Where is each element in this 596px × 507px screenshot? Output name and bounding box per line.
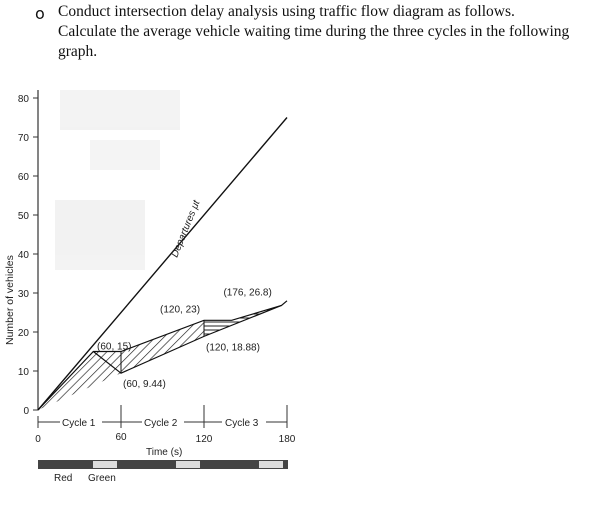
y-ticks: 0 10 20 30 40 50 60 70 80	[18, 94, 38, 417]
y-tick-label: 80	[18, 94, 30, 105]
series-lines	[37, 117, 288, 411]
x-ticks: 0 60 120 180	[35, 432, 296, 445]
series-line-3	[92, 304, 282, 374]
annotation-label: (120, 23)	[160, 304, 200, 315]
y-tick-label: 0	[23, 406, 29, 417]
series-line-1	[37, 117, 288, 411]
question-text: Conduct intersection delay analysis usin…	[58, 2, 588, 62]
x-tick-label: 0	[35, 434, 41, 445]
x-tick-label: 120	[196, 434, 213, 445]
x-axis-label: Time (s)	[146, 447, 182, 458]
cycle-1-label: Cycle 1	[62, 418, 96, 429]
y-tick-label: 30	[18, 289, 30, 300]
x-tick-label: 60	[115, 432, 127, 443]
bullet-marker: o	[35, 4, 45, 23]
annotation-label: (60, 15)	[97, 342, 131, 353]
delay-area-cycle-1	[38, 351, 121, 410]
cycle-3-label: Cycle 3	[225, 418, 259, 429]
point-annotations: (60, 15) (60, 9.44) (120, 23) (120, 18.88) (…	[97, 287, 272, 390]
scan-texture	[55, 90, 180, 270]
annotation-label: (60, 9.44)	[123, 379, 166, 390]
y-tick-label: 10	[18, 367, 30, 378]
question-line-3: graph.	[58, 43, 98, 60]
cycle-row: Cycle 1 Cycle 2 Cycle 3	[37, 405, 288, 429]
legend-red-label: Red	[54, 473, 72, 484]
x-tick-label: 180	[279, 434, 296, 445]
annotation-label: (120, 18.88)	[206, 342, 260, 353]
question-line-2: Calculate the average vehicle waiting ti…	[58, 23, 570, 40]
y-axis-label: Number of vehicles	[4, 255, 16, 345]
legend-green-label: Green	[88, 473, 116, 484]
y-tick-label: 60	[18, 172, 30, 183]
departures-label: Departures μt	[170, 198, 203, 259]
question-line-1: Conduct intersection delay analysis usin…	[58, 3, 515, 20]
y-tick-label: 40	[18, 250, 30, 261]
cycle-2-label: Cycle 2	[144, 418, 178, 429]
signal-bar	[38, 460, 288, 469]
delay-areas	[38, 305, 282, 410]
y-tick-label: 70	[18, 133, 30, 144]
annotation-label: (176, 26.8)	[223, 287, 271, 298]
y-tick-label: 50	[18, 211, 30, 222]
y-tick-label: 20	[18, 328, 30, 339]
